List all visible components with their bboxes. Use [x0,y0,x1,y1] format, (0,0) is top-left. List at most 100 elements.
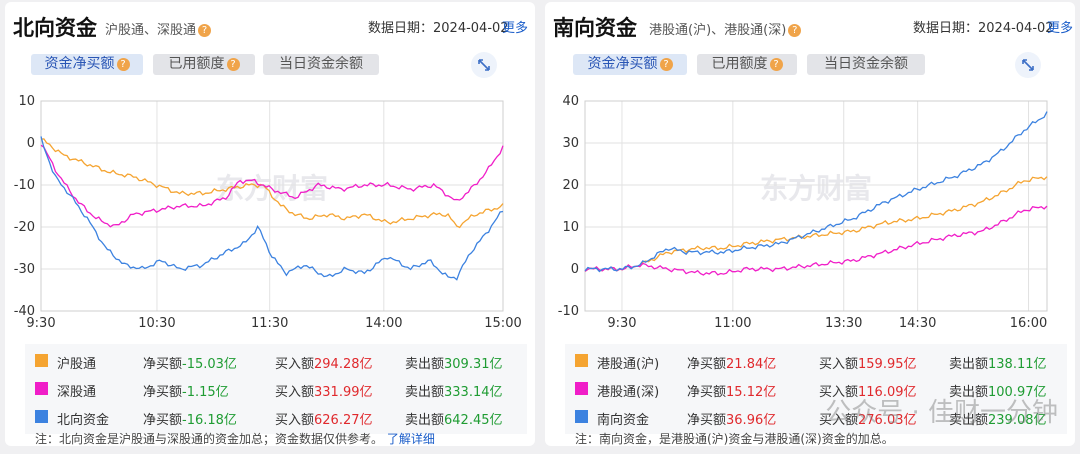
question-icon[interactable]: ? [659,57,673,71]
north-more-link[interactable]: 更多 [502,21,529,36]
net-label: 净买额 [143,357,183,372]
y-tick-label: -30 [14,262,35,277]
south-tab-balance[interactable]: 当日资金余额 [807,54,925,75]
sell-value: 309.31亿 [444,357,503,372]
y-tick-label: 20 [562,178,579,193]
net-label: 净买额 [143,385,183,400]
legend-sell: 卖出额239.08亿 [949,409,1047,428]
south-subtitle-text: 港股通(沪)、港股通(深) [649,23,787,38]
legend-sell: 卖出额309.31亿 [405,353,503,372]
note-link[interactable]: 了解详细 [386,432,435,446]
question-icon[interactable]: ? [226,57,240,71]
series-line [40,136,504,281]
legend-name: 南向资金 [597,413,650,428]
north-tab-balance[interactable]: 当日资金余额 [263,54,379,75]
legend-net: 净买额-16.18亿 [143,409,237,428]
question-icon[interactable]: ? [116,57,130,71]
series-line [584,205,1048,276]
legend-swatch [35,382,48,395]
legend-row: 港股通(沪) 净买额21.84亿 买入额159.95亿 卖出额138.11亿 [565,348,1067,374]
legend-swatch [575,410,588,423]
net-label: 净买额 [143,413,183,428]
x-tick-label: 11:30 [251,316,288,331]
series-line [584,111,1048,273]
legend-row: 深股通 净买额-1.15亿 买入额331.99亿 卖出额333.14亿 [25,376,527,402]
expand-icon[interactable] [1015,52,1041,78]
y-tick-label: 30 [562,136,579,151]
legend-row: 沪股通 净买额-15.03亿 买入额294.28亿 卖出额309.31亿 [25,348,527,374]
legend-net: 净买额-1.15亿 [143,381,229,400]
tab-label: 当日资金余额 [279,56,363,72]
buy-label: 买入额 [275,357,315,372]
note-text: 注：北向资金是沪股通与深股通的资金加总；资金数据仅供参考。 [35,432,384,446]
north-subtitle-text: 沪股通、深股通 [105,23,197,38]
question-icon[interactable]: ? [788,24,802,37]
legend-row: 南向资金 净买额36.96亿 买入额276.03亿 卖出额239.08亿 [565,404,1067,430]
x-tick-label: 11:00 [714,316,751,331]
question-icon[interactable]: ? [769,57,783,71]
x-tick-label: 15:00 [484,316,521,331]
legend-row: 港股通(深) 净买额15.12亿 买入额116.09亿 卖出额100.97亿 [565,376,1067,402]
legend-net: 净买额-15.03亿 [143,353,237,372]
legend-swatch [575,382,588,395]
south-note: 注：南向资金，是港股通(沪)资金与港股通(深)资金的加总。 [575,432,894,446]
sell-label: 卖出额 [949,357,989,372]
sell-value: 239.08亿 [988,413,1047,428]
buy-value: 331.99亿 [314,385,373,400]
watermark-text: 公众号 · 佳财一分钟 [825,398,1058,428]
x-tick-label: 13:30 [825,316,862,331]
legend-buy: 买入额331.99亿 [275,381,373,400]
legend-buy: 买入额276.03亿 [819,409,917,428]
x-tick-label: 16:00 [1010,316,1047,331]
tab-label: 当日资金余额 [824,56,908,72]
buy-value: 276.03亿 [858,413,917,428]
sell-value: 642.45亿 [444,413,503,428]
sell-label: 卖出额 [405,385,445,400]
north-note: 注：北向资金是沪股通与深股通的资金加总；资金数据仅供参考。 了解详细 [35,430,435,446]
legend-net: 净买额15.12亿 [687,381,776,400]
legend-sell: 卖出额642.45亿 [405,409,503,428]
x-tick-label: 14:30 [899,316,936,331]
north-date: 数据日期：2024-04-02 [368,21,509,36]
legend-swatch [35,410,48,423]
legend-sell: 卖出额100.97亿 [949,381,1047,400]
legend-name: 沪股通 [57,357,97,372]
north-tab-used-quota[interactable]: 已用额度? [153,54,255,75]
y-tick-label: 0 [27,136,35,151]
legend-name: 港股通(深) [597,385,660,400]
y-tick-label: 10 [562,220,579,235]
chart-watermark: 东方财富 [760,172,872,205]
south-more-link[interactable]: 更多 [1047,21,1074,36]
tab-label: 已用额度 [711,56,768,72]
x-tick-label: 9:30 [607,316,636,331]
north-subtitle: 沪股通、深股通? [105,19,212,38]
net-value: 36.96亿 [726,413,777,428]
buy-value: 294.28亿 [314,357,373,372]
x-tick-label: 9:30 [26,316,55,331]
question-icon[interactable]: ? [198,24,212,37]
net-value: -15.03亿 [182,357,237,372]
expand-icon[interactable] [471,52,497,78]
south-tab-net-buy[interactable]: 资金净买额? [573,54,687,75]
y-tick-label: -40 [14,304,35,319]
x-tick-label: 14:00 [365,316,402,331]
sell-label: 卖出额 [405,413,445,428]
sell-value: 100.97亿 [988,385,1047,400]
x-tick-label: 10:30 [138,316,175,331]
net-label: 净买额 [687,413,727,428]
plot-frame [584,100,1048,312]
south-legend: 港股通(沪) 净买额21.84亿 买入额159.95亿 卖出额138.11亿 港… [565,344,1067,434]
south-title: 南向资金 [553,16,637,40]
tab-label: 资金净买额 [44,56,115,72]
y-tick-label: 0 [571,262,579,277]
sell-label: 卖出额 [405,357,445,372]
legend-swatch [35,354,48,367]
net-value: 21.84亿 [726,357,777,372]
net-value: -1.15亿 [182,385,229,400]
legend-sell: 卖出额138.11亿 [949,353,1047,372]
south-tab-used-quota[interactable]: 已用额度? [697,54,797,75]
legend-sell: 卖出额333.14亿 [405,381,503,400]
sell-label: 卖出额 [949,413,989,428]
y-tick-label: 10 [18,94,35,109]
north-tab-net-buy[interactable]: 资金净买额? [31,54,143,75]
